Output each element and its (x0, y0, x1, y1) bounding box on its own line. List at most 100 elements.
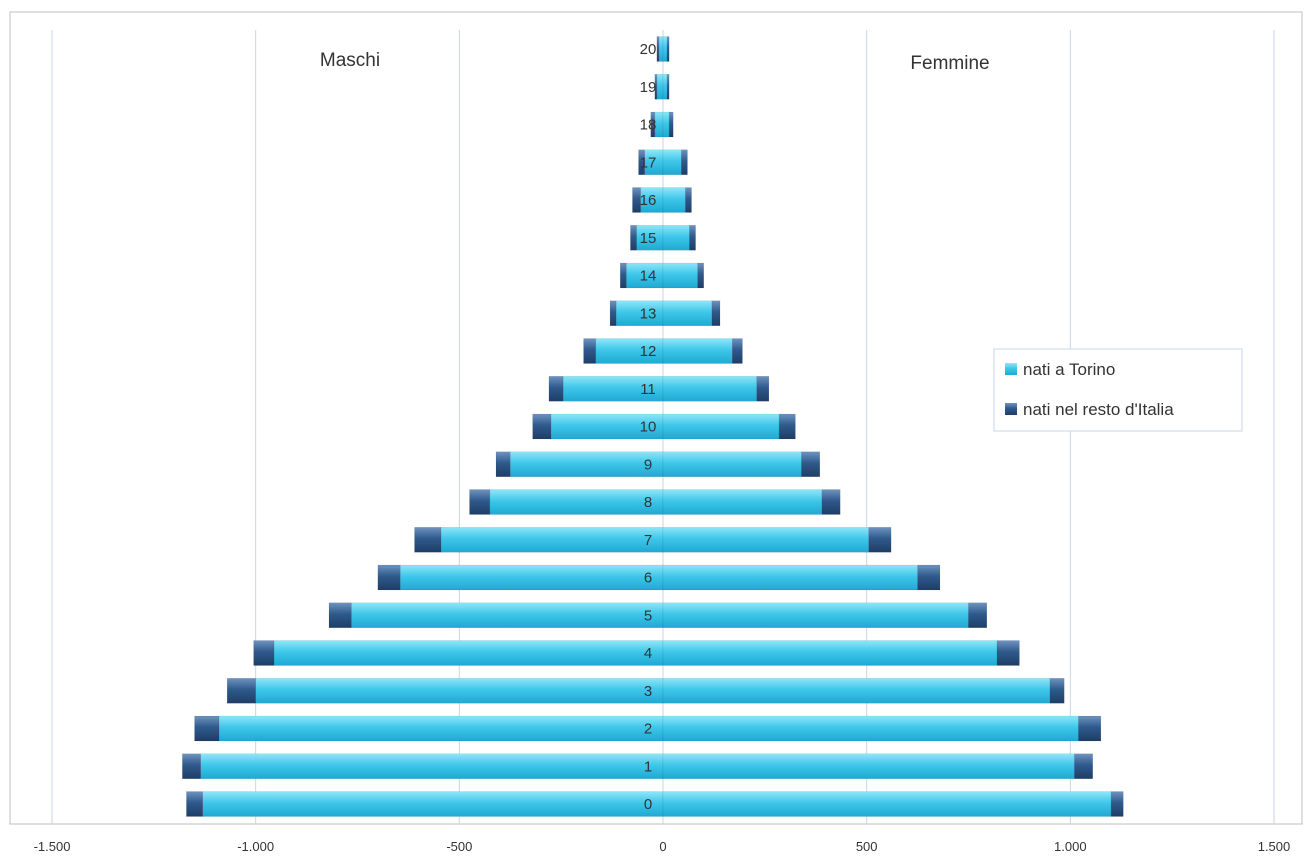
category-label-9: 9 (644, 456, 652, 473)
bar-resto-left-4 (253, 640, 275, 666)
category-label-6: 6 (644, 570, 652, 587)
bar-resto-right-11 (756, 376, 770, 402)
bar-torino-right-15 (662, 225, 690, 251)
category-label-11: 11 (640, 381, 656, 398)
bar-resto-left-8 (469, 489, 491, 515)
legend-swatch-resto (1005, 403, 1017, 415)
bar-resto-right-4 (996, 640, 1020, 666)
category-label-18: 18 (640, 117, 657, 134)
x-tick-label-3: 0 (659, 839, 666, 854)
bar-resto-right-10 (778, 413, 796, 440)
bar-resto-left-20 (656, 36, 660, 62)
bar-resto-left-1 (182, 753, 201, 779)
bar-torino-left-2 (218, 715, 664, 742)
bar-torino-right-13 (662, 300, 713, 326)
bar-torino-right-6 (662, 564, 918, 591)
bar-resto-right-15 (689, 225, 696, 251)
bar-torino-left-9 (510, 451, 664, 477)
chart-frame (9, 11, 1303, 825)
bar-torino-left-0 (202, 791, 664, 817)
bar-torino-right-14 (662, 262, 698, 289)
category-label-0: 0 (644, 796, 652, 813)
category-label-5: 5 (644, 607, 652, 624)
bar-resto-left-6 (377, 564, 401, 591)
x-tick-label-5: 1.000 (1054, 839, 1087, 854)
bar-resto-right-19 (666, 74, 670, 100)
x-tick-label-6: 1.500 (1258, 839, 1291, 854)
category-label-20: 20 (640, 41, 657, 58)
category-label-17: 17 (640, 154, 657, 171)
bar-torino-right-19 (662, 74, 668, 100)
bar-torino-right-2 (662, 715, 1079, 742)
bar-torino-left-3 (255, 678, 664, 704)
bar-resto-right-8 (821, 489, 841, 515)
bar-torino-left-7 (440, 527, 664, 553)
category-label-16: 16 (640, 192, 657, 209)
bar-resto-right-16 (685, 187, 692, 213)
bar-torino-left-4 (273, 640, 664, 666)
x-tick-label-0: -1.500 (34, 839, 71, 854)
bar-torino-left-20 (658, 36, 664, 62)
category-label-13: 13 (640, 305, 657, 322)
bar-resto-left-12 (583, 338, 597, 364)
bar-resto-left-3 (226, 678, 256, 704)
bar-resto-left-13 (609, 300, 617, 326)
bar-resto-right-20 (666, 36, 670, 62)
x-tick-label-2: -500 (446, 839, 472, 854)
category-label-10: 10 (640, 419, 657, 436)
bar-torino-right-4 (662, 640, 998, 666)
legend-swatch-torino (1005, 363, 1017, 375)
bar-resto-right-5 (968, 602, 988, 628)
category-label-7: 7 (644, 532, 652, 549)
bar-resto-right-9 (801, 451, 821, 477)
bar-torino-right-18 (662, 111, 670, 138)
legend-label-torino: nati a Torino (1023, 360, 1115, 379)
bar-torino-right-7 (662, 527, 869, 553)
x-axis-tick-labels: -1.500 -1.000 -500 0 500 1.000 1.500 (34, 839, 1291, 854)
bar-resto-right-2 (1078, 715, 1102, 742)
bar-resto-left-11 (548, 376, 564, 402)
bar-torino-left-6 (400, 564, 664, 591)
x-tick-label-1: -1.000 (237, 839, 274, 854)
bar-torino-right-0 (662, 791, 1112, 817)
bar-torino-left-1 (200, 753, 664, 779)
bar-torino-left-14 (626, 262, 664, 289)
bar-torino-left-8 (489, 489, 664, 515)
bar-resto-right-18 (668, 111, 674, 138)
bars (182, 36, 1124, 817)
bar-resto-left-15 (630, 225, 637, 251)
bar-torino-right-12 (662, 338, 733, 364)
bar-resto-left-17 (638, 149, 645, 175)
legend-label-resto: nati nel resto d'Italia (1023, 400, 1174, 419)
bar-torino-left-5 (351, 602, 664, 628)
bar-resto-left-0 (186, 791, 203, 817)
bar-resto-left-14 (619, 262, 627, 289)
bar-resto-right-13 (711, 300, 721, 326)
left-side-label: Maschi (320, 50, 380, 71)
bar-resto-right-17 (681, 149, 688, 175)
bar-resto-left-2 (194, 715, 220, 742)
bar-torino-left-12 (595, 338, 664, 364)
bar-resto-right-1 (1074, 753, 1093, 779)
bar-torino-right-9 (662, 451, 802, 477)
x-tick-label-4: 500 (856, 839, 878, 854)
category-label-15: 15 (640, 230, 657, 247)
bar-torino-left-15 (636, 225, 664, 251)
bar-resto-right-7 (868, 527, 892, 553)
bar-torino-right-17 (662, 149, 682, 175)
legend: nati a Torino nati nel resto d'Italia (993, 348, 1243, 432)
bar-resto-left-19 (654, 74, 658, 100)
bar-torino-right-8 (662, 489, 823, 515)
category-label-19: 19 (640, 79, 657, 96)
bar-resto-left-16 (632, 187, 641, 213)
category-label-8: 8 (644, 494, 652, 511)
legend-box (993, 348, 1243, 432)
bar-resto-right-14 (697, 262, 704, 289)
category-label-2: 2 (644, 721, 652, 738)
bar-torino-left-10 (550, 413, 664, 440)
bar-torino-left-11 (562, 376, 664, 402)
category-label-12: 12 (640, 343, 657, 360)
